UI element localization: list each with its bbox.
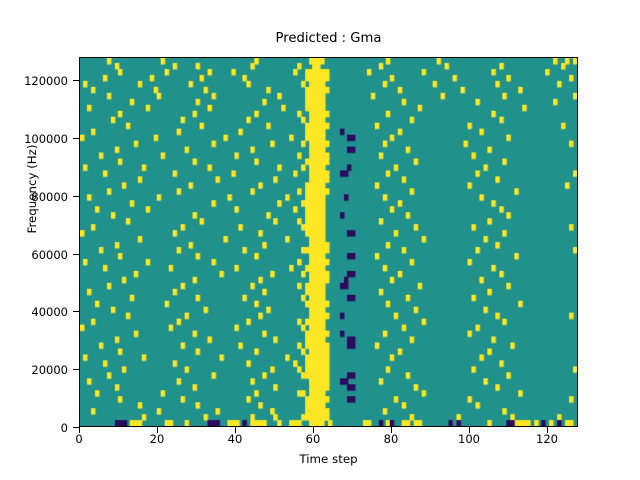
y-tick-label: 40000	[31, 305, 68, 319]
x-tick-mark	[235, 427, 236, 433]
x-tick-label: 60	[305, 432, 321, 446]
x-tick-mark	[469, 427, 470, 433]
y-tick-mark	[73, 254, 79, 255]
x-tick-label: 120	[536, 432, 558, 446]
x-axis-label: Time step	[299, 452, 358, 466]
x-tick-label: 80	[383, 432, 399, 446]
y-tick-label: 0	[60, 421, 68, 435]
x-tick-label: 100	[458, 432, 480, 446]
y-tick-mark	[73, 196, 79, 197]
y-tick-mark	[73, 80, 79, 81]
y-tick-mark	[73, 311, 79, 312]
y-tick-mark	[73, 369, 79, 370]
y-tick-label: 80000	[31, 190, 68, 204]
x-tick-mark	[547, 427, 548, 433]
x-tick-label: 0	[75, 432, 83, 446]
y-tick-label: 120000	[24, 74, 68, 88]
y-tick-label: 20000	[31, 363, 68, 377]
x-tick-mark	[391, 427, 392, 433]
chart-title: Predicted : Gma	[275, 31, 382, 46]
heatmap-canvas	[80, 58, 577, 426]
x-tick-mark	[313, 427, 314, 433]
x-tick-label: 20	[149, 432, 165, 446]
y-tick-label: 100000	[24, 132, 68, 146]
heatmap-axes	[79, 57, 578, 427]
y-tick-mark	[73, 427, 79, 428]
x-tick-label: 40	[227, 432, 243, 446]
x-tick-mark	[157, 427, 158, 433]
y-axis-label: Frequency (Hz)	[25, 144, 39, 234]
x-tick-mark	[79, 427, 80, 433]
y-tick-label: 60000	[31, 248, 68, 262]
y-tick-mark	[73, 138, 79, 139]
